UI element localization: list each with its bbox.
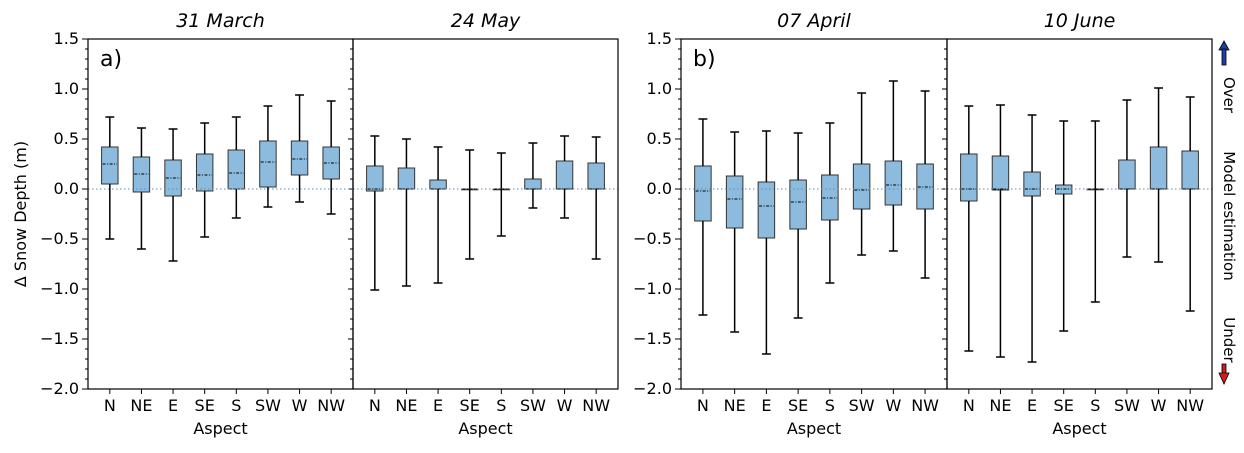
x-tick-label: SE [788, 396, 808, 415]
y-tick-label: −2.0 [40, 379, 79, 398]
panel-title: 24 May [451, 10, 521, 32]
panel-label: b) [693, 47, 716, 72]
panel-title: 10 June [1044, 10, 1116, 32]
y-tick-label: 1.5 [54, 29, 79, 48]
box [725, 175, 744, 229]
x-tick-label: SE [1054, 396, 1074, 415]
y-axis-label: Δ Snow Depth (m) [11, 141, 30, 287]
box [524, 178, 542, 190]
y-tick-label: −0.5 [633, 229, 672, 248]
x-tick-label: N [104, 396, 116, 415]
chart-text: Δ Snow Depth (m) Over Model estimation U… [11, 10, 1238, 438]
x-tick-label: E [761, 396, 771, 415]
y-tick-label: −1.5 [633, 329, 672, 348]
box [1023, 171, 1041, 197]
x-tick-label: N [369, 396, 381, 415]
x-tick-label: NW [1176, 396, 1204, 415]
box [960, 153, 978, 202]
y-tick-label: 1.0 [54, 79, 79, 98]
box [1181, 150, 1199, 190]
x-tick-label: S [825, 396, 835, 415]
box [195, 153, 214, 192]
y-tick-label: −2.0 [633, 379, 672, 398]
x-tick-label: SW [520, 396, 546, 415]
x-tick-label: NE [724, 396, 746, 415]
y-tick-label: −1.5 [40, 329, 79, 348]
panel-frames [87, 38, 1213, 390]
panel-frame [87, 38, 354, 390]
side-label-over: Over [1220, 77, 1238, 114]
arrow-up-icon [1218, 40, 1230, 66]
x-axis-label: Aspect [1052, 419, 1106, 438]
box [555, 160, 574, 190]
box [1118, 159, 1136, 190]
box [227, 149, 246, 190]
y-tick-label: 0.5 [647, 129, 672, 148]
box [259, 140, 277, 188]
x-tick-label: NW [582, 396, 610, 415]
y-tick-label: 0.5 [54, 129, 79, 148]
x-tick-label: W [1151, 396, 1167, 415]
y-tick-label: 0.0 [647, 179, 672, 198]
x-tick-label: SW [1114, 396, 1140, 415]
y-tick-label: 0.0 [54, 179, 79, 198]
x-tick-label: E [433, 396, 443, 415]
box [1149, 146, 1168, 190]
x-tick-label: SE [195, 396, 215, 415]
y-tick-label: −1.0 [633, 279, 672, 298]
panel-frame [946, 38, 1213, 390]
box [991, 155, 1010, 191]
x-axis-label: Aspect [193, 419, 247, 438]
x-tick-label: W [292, 396, 308, 415]
x-tick-label: SW [849, 396, 875, 415]
box [694, 165, 712, 222]
x-tick-label: N [697, 396, 709, 415]
box [101, 146, 119, 185]
box [366, 165, 384, 192]
box [397, 167, 416, 190]
panel-label: a) [100, 47, 122, 72]
box [757, 181, 776, 239]
x-tick-label: W [885, 396, 901, 415]
x-tick-label: W [557, 396, 573, 415]
x-tick-label: S [231, 396, 241, 415]
y-tick-label: −0.5 [40, 229, 79, 248]
y-tick-label: 1.0 [647, 79, 672, 98]
panel-frame [352, 38, 619, 390]
x-tick-label: NW [911, 396, 939, 415]
x-tick-label: SE [460, 396, 480, 415]
y-tick-label: 1.5 [647, 29, 672, 48]
x-tick-label: NW [317, 396, 345, 415]
side-label-under: Under [1220, 317, 1238, 363]
box [789, 179, 807, 230]
box-fills [101, 140, 1199, 239]
x-axis-label: Aspect [458, 419, 512, 438]
x-tick-label: S [1090, 396, 1100, 415]
y-tick-label: −1.0 [40, 279, 79, 298]
x-tick-label: NE [989, 396, 1011, 415]
box [852, 163, 871, 210]
x-tick-label: E [168, 396, 178, 415]
x-axis-label: Aspect [787, 419, 841, 438]
x-tick-label: E [1027, 396, 1037, 415]
x-tick-label: NE [395, 396, 417, 415]
panel-title: 31 March [176, 10, 265, 32]
panel-frame [680, 38, 948, 390]
x-tick-label: NE [130, 396, 152, 415]
box [587, 162, 605, 190]
panel-title: 07 April [777, 10, 851, 32]
box [429, 179, 447, 190]
x-tick-label: N [963, 396, 975, 415]
x-tick-label: SW [255, 396, 281, 415]
x-tick-label: S [496, 396, 506, 415]
arrow-down-icon [1218, 363, 1230, 385]
side-label-model-estimation: Model estimation [1220, 151, 1238, 280]
box [290, 140, 309, 176]
box [884, 160, 903, 206]
